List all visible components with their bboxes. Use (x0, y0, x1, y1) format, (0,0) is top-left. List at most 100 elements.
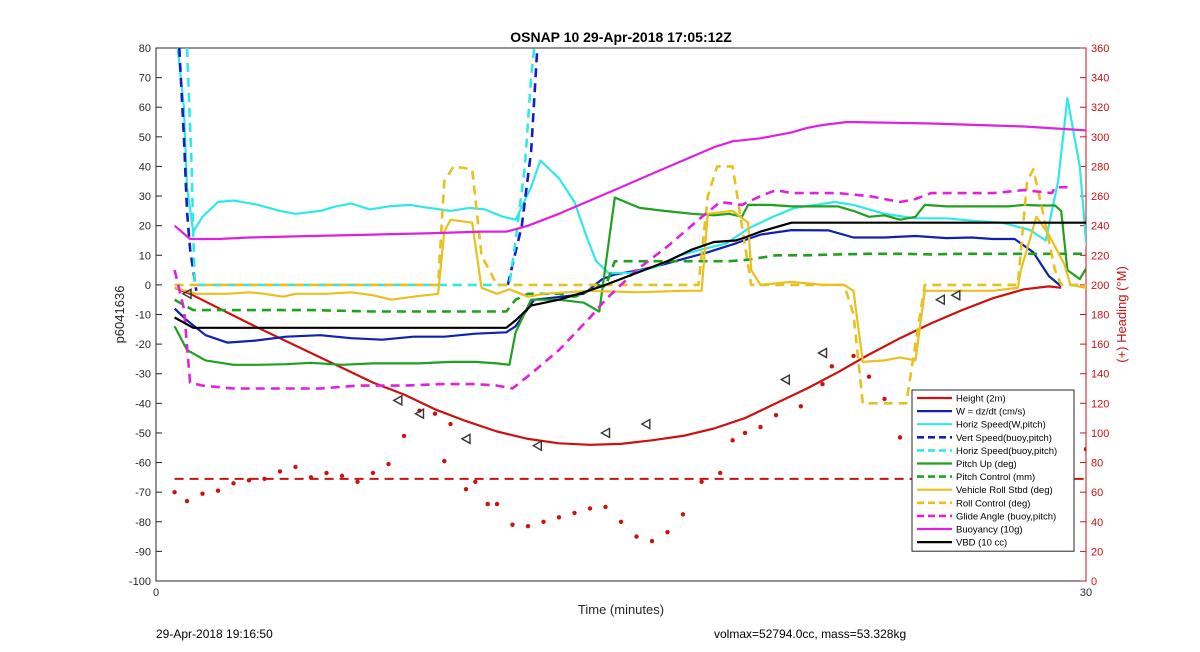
heading-point (718, 470, 723, 476)
y2-tick-label: 0 (1091, 576, 1097, 588)
series-glide-angle-buoy-pitch (173, 185, 1068, 390)
heading-point (773, 412, 779, 418)
y2-tick-label: 100 (1091, 428, 1109, 440)
y-tick-label: -40 (135, 398, 151, 410)
y2-tick-label: 200 (1091, 280, 1109, 292)
series-vert-speed-buoy-pitch (178, 48, 198, 291)
plot-area (172, 48, 1086, 544)
x-tick-label: 0 (153, 587, 159, 599)
x-tick-label: 30 (1080, 587, 1092, 599)
heading-point (829, 364, 834, 369)
y2-tick-label: 220 (1091, 250, 1109, 262)
height-marker (414, 408, 425, 420)
legend-label-buoyancy-10g: Buoyancy (10g) (956, 525, 1023, 536)
legend-label-vehicle-roll-stbd-deg: Vehicle Roll Stbd (deg) (956, 485, 1053, 496)
heading-point (603, 504, 608, 510)
series-pitch-up-deg (173, 196, 1086, 366)
heading-point (442, 458, 447, 464)
heading-point (699, 479, 704, 485)
heading-point (370, 470, 376, 476)
heading-point (634, 534, 639, 539)
series-vehicle-roll-stbd-deg (174, 209, 1086, 363)
heading-point (172, 489, 177, 495)
y2-tick-label: 320 (1091, 102, 1109, 114)
height-marker (640, 418, 651, 430)
y-tick-label: 60 (139, 102, 151, 114)
height-marker (934, 293, 945, 306)
y-tick-label: -60 (135, 458, 151, 470)
y2-tick-label: 40 (1091, 517, 1103, 529)
y-tick-label: -10 (135, 310, 151, 322)
legend-label-pitch-control-mm: Pitch Control (mm) (956, 472, 1035, 483)
heading-point (494, 501, 500, 507)
y2-tick-label: 120 (1091, 398, 1109, 410)
heading-point (882, 396, 887, 402)
height-marker (531, 439, 542, 452)
y2-tick-label: 140 (1091, 369, 1109, 381)
y-tick-label: -90 (135, 546, 151, 558)
height-marker (817, 347, 828, 359)
heading-point (473, 479, 478, 485)
heading-point (355, 479, 360, 485)
y-tick-label: -30 (135, 369, 151, 381)
y-axis-label: p6041636 (112, 286, 127, 344)
y-tick-label: -100 (129, 576, 151, 588)
legend-label-w-dz-dt-cm-s: W = dz/dt (cm/s) (956, 407, 1025, 418)
y-tick-label: 30 (139, 191, 151, 203)
legend: Height (2m) W = dz/dt (cm/s) Horiz Speed(W… (911, 389, 1075, 552)
y2-tick-label: 160 (1091, 339, 1109, 351)
heading-point (587, 506, 593, 511)
heading-point (262, 476, 267, 482)
footer-stats: volmax=52794.0cc, mass=53.328kg (714, 627, 907, 641)
heading-point (184, 498, 190, 504)
y2-tick-label: 340 (1091, 73, 1109, 85)
y2-tick-label: 300 (1091, 132, 1109, 144)
heading-point (897, 435, 903, 440)
y-tick-label: 50 (139, 132, 151, 144)
y-tick-label: -20 (135, 339, 151, 351)
y2-axis-label: (+) Heading (°M) (1114, 266, 1129, 363)
height-marker (392, 394, 403, 407)
y-tick-label: -70 (135, 487, 151, 499)
heading-point (246, 478, 252, 483)
x-axis-label: Time (minutes) (578, 602, 664, 617)
heading-point (510, 522, 515, 527)
heading-point (308, 475, 314, 480)
series-buoyancy-10g (173, 120, 1086, 241)
heading-point (231, 481, 236, 486)
heading-point (215, 488, 221, 493)
heading-point (401, 433, 407, 439)
y-tick-label: 20 (139, 221, 151, 233)
series-height-2m (174, 285, 1062, 446)
y2-tick-label: 240 (1091, 221, 1109, 233)
heading-point (798, 404, 803, 409)
heading-point (200, 491, 205, 496)
y2-tick-label: 260 (1091, 191, 1109, 203)
height-marker (460, 433, 471, 445)
height-marker (950, 289, 961, 301)
heading-point (432, 411, 438, 416)
heading-point (556, 515, 562, 520)
heading-point (386, 461, 391, 467)
legend-label-horiz-speed-buoy-pitch: Horiz Speed(buoy,pitch) (956, 446, 1057, 457)
height-marker (779, 373, 790, 386)
legend-label-glide-angle-buoy-pitch: Glide Angle (buoy,pitch) (956, 511, 1056, 522)
heading-point (572, 510, 577, 516)
heading-point (324, 470, 329, 476)
heading-point (680, 512, 686, 517)
series-w-dz-dt-cm-s (173, 229, 1062, 344)
heading-point (758, 424, 763, 430)
legend-label-vbd-10-cc: VBD (10 cc) (956, 538, 1007, 549)
series-pitch-control-mm (173, 252, 1086, 313)
height-marker (600, 427, 611, 439)
y-tick-label: -50 (135, 428, 151, 440)
y2-tick-label: 20 (1091, 546, 1103, 558)
heading-point (866, 374, 872, 379)
series-horiz-speed-w-pitch (176, 48, 1086, 275)
heading-point (277, 469, 283, 474)
legend-label-pitch-up-deg: Pitch Up (deg) (956, 459, 1017, 470)
series-roll-control-deg (174, 165, 1086, 405)
heading-point (730, 438, 735, 443)
y2-tick-label: 280 (1091, 161, 1109, 173)
